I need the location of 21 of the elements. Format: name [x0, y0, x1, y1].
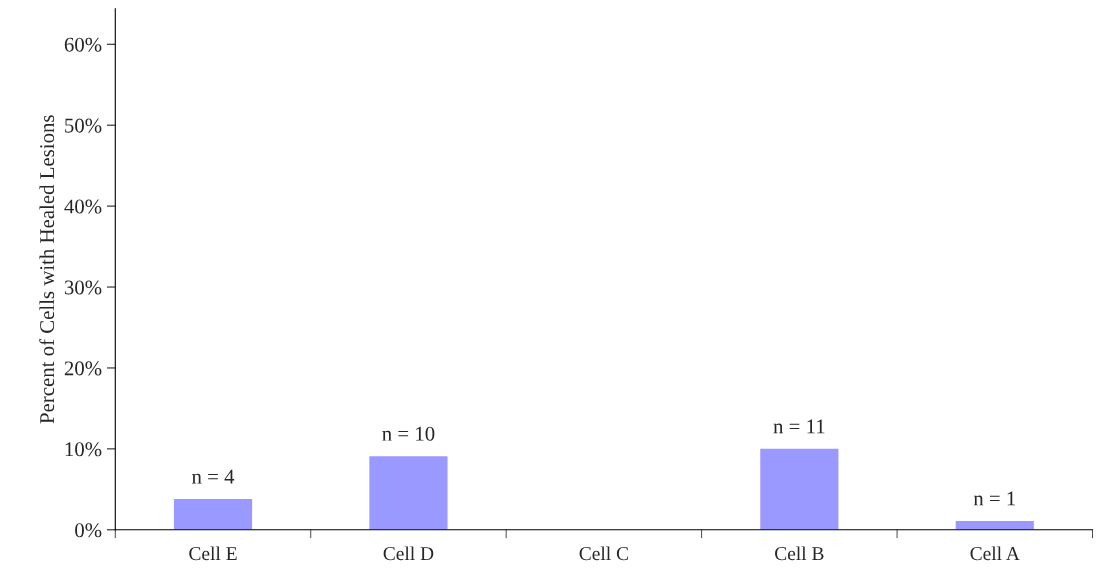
- bar: [173, 499, 253, 530]
- bar: [369, 456, 448, 530]
- y-tick-label: 50%: [65, 118, 102, 133]
- y-tick-label: 10%: [65, 442, 102, 457]
- bar: [760, 448, 839, 530]
- y-tick-label: 0%: [75, 523, 102, 538]
- y-axis-title: Percent of Cells with Healed Lesions: [39, 115, 55, 424]
- y-tick-label: 40%: [64, 199, 102, 214]
- y-tick-label: 30%: [64, 280, 102, 295]
- x-tick-label: Cell A: [970, 546, 1020, 561]
- annotation: n = 1: [973, 491, 1016, 506]
- y-tick-label: 60%: [64, 37, 102, 52]
- x-tick-label: Cell E: [189, 546, 237, 561]
- x-tick-label: Cell B: [775, 546, 824, 561]
- y-tick-label: 20%: [64, 361, 102, 376]
- annotation: n = 11: [773, 419, 825, 434]
- x-tick-label: Cell C: [579, 546, 628, 561]
- annotation: n = 10: [382, 426, 435, 441]
- x-tick-label: Cell D: [383, 546, 434, 561]
- bar: [955, 520, 1034, 530]
- annotation: n = 4: [191, 469, 235, 484]
